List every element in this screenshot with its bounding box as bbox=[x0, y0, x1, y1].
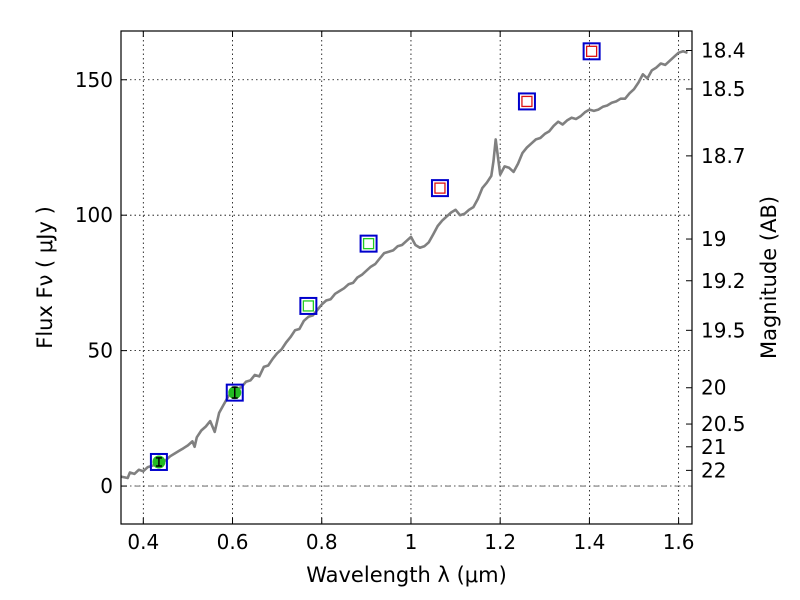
photometry-box bbox=[430, 179, 449, 198]
photometry-box bbox=[582, 42, 601, 61]
y-tick-label: 0 bbox=[100, 474, 113, 498]
y2-tick-label: 22 bbox=[701, 458, 726, 482]
y-tick-label: 150 bbox=[75, 68, 113, 92]
x-axis-label: Wavelength λ (μm) bbox=[306, 563, 507, 587]
y2-tick-label: 21 bbox=[701, 435, 726, 459]
photometry-box bbox=[225, 383, 244, 402]
photometry-point bbox=[582, 42, 601, 61]
photometry-point bbox=[517, 92, 536, 111]
photometry-marker bbox=[434, 182, 446, 194]
y2-tick-label: 20.5 bbox=[701, 412, 746, 436]
y2-tick-label: 18.7 bbox=[701, 144, 746, 168]
y2-tick-label: 19.5 bbox=[701, 318, 746, 342]
y2-axis-label: Magnitude (AB) bbox=[757, 196, 781, 359]
x-tick-label: 1.2 bbox=[484, 530, 516, 554]
y2-tick-label: 20 bbox=[701, 376, 726, 400]
photometry-marker bbox=[302, 300, 315, 312]
x-tick-label: 1 bbox=[405, 530, 418, 554]
y-axis-label: Flux Fν ( μJy ) bbox=[33, 206, 57, 349]
x-tick-label: 0.8 bbox=[306, 530, 338, 554]
photometry-points bbox=[149, 42, 601, 471]
spectrum-curve bbox=[120, 49, 688, 480]
y2-tick-label: 19.2 bbox=[701, 269, 746, 293]
photometry-point bbox=[359, 234, 378, 253]
photometry-point bbox=[149, 452, 168, 471]
photometry-box bbox=[149, 452, 168, 471]
photometry-box bbox=[299, 296, 318, 315]
y2-tick-label: 19 bbox=[701, 227, 726, 251]
photometry-box bbox=[517, 92, 536, 111]
y2-tick-label: 18.5 bbox=[701, 77, 746, 101]
photometry-marker bbox=[362, 237, 375, 250]
photometry-point bbox=[430, 179, 449, 198]
photometry-marker bbox=[521, 95, 533, 108]
photometry-point bbox=[225, 383, 244, 402]
y2-tick-label: 18.4 bbox=[701, 39, 746, 63]
y-tick-label: 100 bbox=[75, 203, 113, 227]
grid-lines bbox=[121, 31, 692, 524]
photometry-box bbox=[359, 234, 378, 253]
y-tick-label: 50 bbox=[88, 339, 113, 363]
x-tick-label: 1.4 bbox=[573, 530, 605, 554]
axis-ticks: 0.4 0.6 0.8 1 1.2 1.4 1.6 0 50 100 150 18.4 18.5 18.7… bbox=[75, 31, 746, 554]
photometry-point bbox=[299, 296, 318, 315]
x-tick-label: 0.6 bbox=[217, 530, 249, 554]
x-tick-label: 1.6 bbox=[663, 530, 695, 554]
photometry-marker bbox=[585, 45, 598, 57]
plot-frame bbox=[120, 30, 693, 525]
x-tick-label: 0.4 bbox=[127, 530, 159, 554]
